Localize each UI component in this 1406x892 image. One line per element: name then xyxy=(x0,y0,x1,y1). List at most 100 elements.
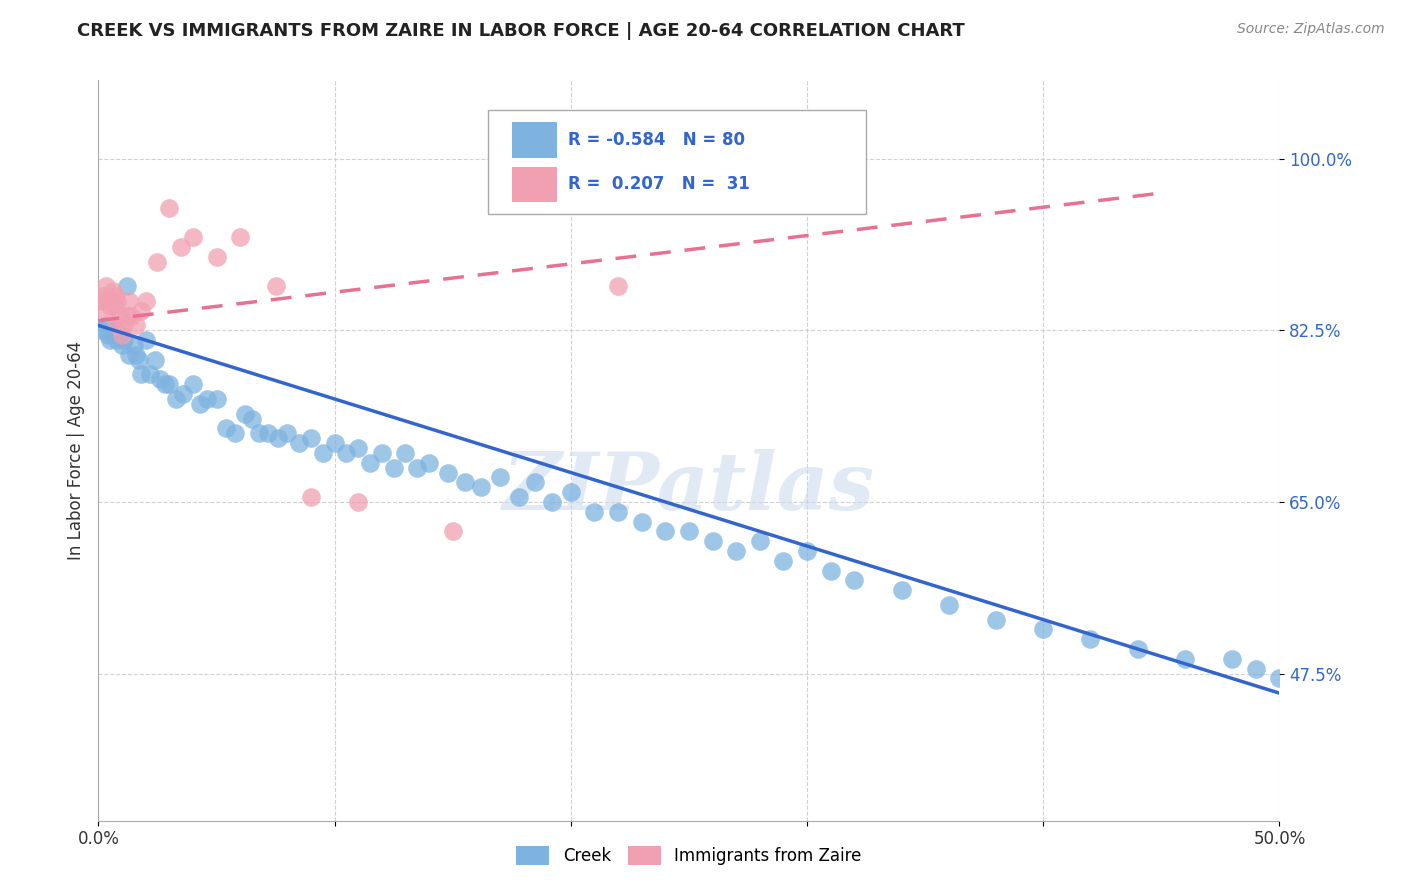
Point xyxy=(441,524,464,539)
Point xyxy=(205,250,228,264)
FancyBboxPatch shape xyxy=(488,110,866,213)
Point xyxy=(188,397,211,411)
Point xyxy=(153,377,176,392)
Point xyxy=(97,293,120,308)
Point xyxy=(984,613,1007,627)
Point xyxy=(607,279,630,293)
Point xyxy=(1279,721,1302,735)
Point xyxy=(115,309,138,323)
Point xyxy=(181,230,204,244)
Point xyxy=(94,318,117,333)
Point xyxy=(129,303,152,318)
Point xyxy=(312,446,335,460)
Point xyxy=(1244,662,1267,676)
Point xyxy=(323,436,346,450)
Point xyxy=(149,372,172,386)
Text: R =  0.207   N =  31: R = 0.207 N = 31 xyxy=(568,175,751,193)
Point xyxy=(143,352,166,367)
Point xyxy=(125,318,148,333)
Point xyxy=(453,475,475,490)
Point xyxy=(112,333,135,347)
Point xyxy=(938,598,960,612)
Point xyxy=(98,299,121,313)
Point xyxy=(111,328,134,343)
Point xyxy=(172,387,194,401)
Point xyxy=(1268,672,1291,686)
Point xyxy=(229,230,252,244)
Point xyxy=(489,470,512,484)
Point xyxy=(118,293,141,308)
Point xyxy=(135,293,157,308)
Point xyxy=(264,279,287,293)
Point xyxy=(678,524,700,539)
Point xyxy=(128,352,150,367)
Point xyxy=(844,574,866,588)
Point xyxy=(347,495,370,509)
Point xyxy=(524,475,547,490)
Point xyxy=(1220,652,1243,666)
Point xyxy=(437,466,460,480)
Point xyxy=(157,377,180,392)
Point xyxy=(890,583,912,598)
Point xyxy=(108,328,131,343)
Point xyxy=(630,515,652,529)
Point xyxy=(560,485,582,500)
Point xyxy=(101,328,124,343)
Point xyxy=(105,293,128,308)
Point xyxy=(508,490,530,504)
Point xyxy=(94,279,117,293)
Point xyxy=(288,436,311,450)
Point xyxy=(406,460,429,475)
Point xyxy=(240,411,263,425)
Point xyxy=(157,201,180,215)
Point xyxy=(104,299,127,313)
Point xyxy=(104,289,127,303)
Point xyxy=(418,456,440,470)
FancyBboxPatch shape xyxy=(512,167,557,202)
Point xyxy=(118,348,141,362)
Point xyxy=(205,392,228,406)
Point xyxy=(299,490,322,504)
Point xyxy=(98,333,121,347)
Point xyxy=(108,309,131,323)
Point xyxy=(139,368,162,382)
Point xyxy=(541,495,564,509)
Point xyxy=(257,426,280,441)
Point xyxy=(94,303,117,318)
Text: CREEK VS IMMIGRANTS FROM ZAIRE IN LABOR FORCE | AGE 20-64 CORRELATION CHART: CREEK VS IMMIGRANTS FROM ZAIRE IN LABOR … xyxy=(77,22,965,40)
Point xyxy=(90,323,112,337)
Point xyxy=(1032,623,1054,637)
Point xyxy=(115,279,138,293)
Point xyxy=(125,348,148,362)
Point xyxy=(1174,652,1197,666)
Point xyxy=(101,284,124,298)
Point xyxy=(772,554,794,568)
Point xyxy=(224,426,246,441)
Point xyxy=(195,392,218,406)
Text: ZIPatlas: ZIPatlas xyxy=(503,449,875,526)
Point xyxy=(607,505,630,519)
Point xyxy=(299,431,322,445)
Point xyxy=(181,377,204,392)
Point xyxy=(112,318,135,333)
Point xyxy=(347,441,370,455)
Point xyxy=(1126,642,1149,657)
Point xyxy=(90,293,112,308)
Point xyxy=(105,318,128,333)
Point xyxy=(97,328,120,343)
Point xyxy=(1080,632,1102,647)
Point xyxy=(359,456,381,470)
Legend: Creek, Immigrants from Zaire: Creek, Immigrants from Zaire xyxy=(509,839,869,871)
Point xyxy=(122,338,145,352)
Point xyxy=(165,392,187,406)
Point xyxy=(135,333,157,347)
Point xyxy=(170,240,193,254)
Point xyxy=(583,505,606,519)
Point xyxy=(702,534,724,549)
Point xyxy=(394,446,416,460)
Point xyxy=(725,544,748,558)
FancyBboxPatch shape xyxy=(512,122,557,158)
Point xyxy=(335,446,357,460)
Point xyxy=(796,544,818,558)
Point xyxy=(267,431,290,445)
